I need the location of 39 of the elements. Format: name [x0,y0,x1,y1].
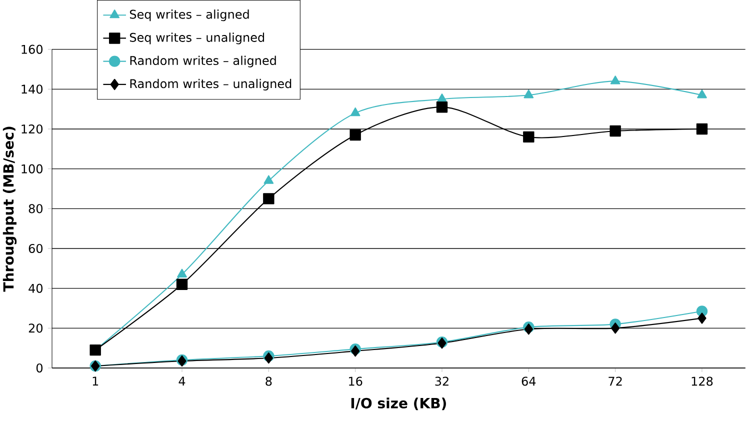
legend-label: Seq writes – unaligned [130,32,264,44]
y-tick-label: 160 [22,44,42,54]
x-tick-label: 64 [522,376,536,386]
x-tick-label: 32 [435,376,448,386]
point [523,131,534,143]
x-tick-label: 8 [266,376,272,386]
legend-label: Seq writes – aligned [130,10,249,22]
x-tick-label: 1 [92,376,98,386]
point [610,125,621,137]
y-tick-label: 120 [22,124,42,134]
point [350,107,360,116]
y-tick-label: 140 [22,84,42,94]
y-tick-label: 20 [28,324,42,333]
point [176,278,188,290]
point [524,90,534,98]
x-axis-title: I/O size (KB) [351,398,446,410]
y-tick-label: 100 [22,164,42,174]
point [610,322,620,334]
point [177,268,187,278]
point [264,175,274,184]
x-tick-label: 4 [178,376,186,386]
x-tick-label: 16 [349,376,362,386]
point [263,193,274,204]
y-tick-label: 60 [28,244,42,254]
point [610,76,620,84]
point [698,312,706,324]
legend-label: Random writes – unaligned [130,78,292,90]
point [696,123,708,135]
point [436,101,448,113]
x-tick-label: 128 [692,376,713,386]
point [90,344,101,356]
y-tick-label: 80 [28,204,42,214]
y-tick-label: 40 [28,284,42,293]
point [350,129,361,141]
legend-label: Random writes – aligned [130,56,276,68]
x-tick-label: 72 [608,376,622,386]
y-axis-title: Throughput (MB/sec) [2,126,17,292]
y-tick-label: 0 [36,363,43,373]
point [697,90,707,98]
